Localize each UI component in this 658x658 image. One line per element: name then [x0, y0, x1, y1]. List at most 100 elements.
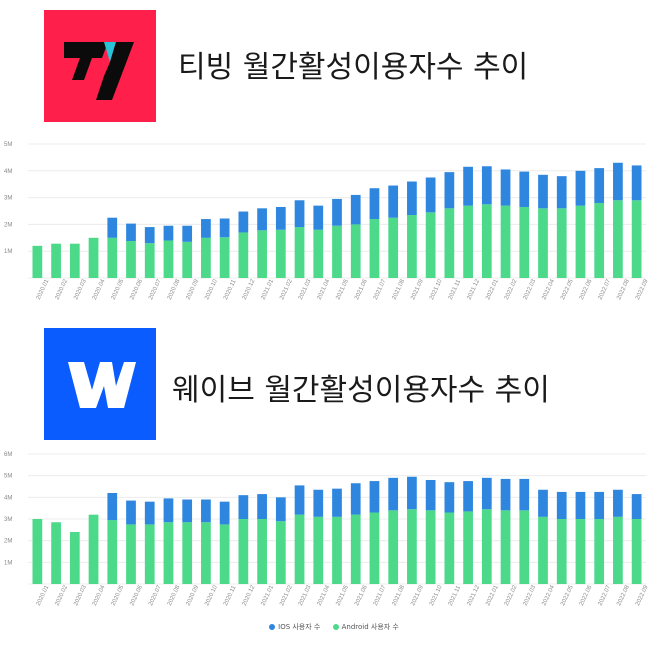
- bar-ios: [294, 485, 305, 515]
- bar-android: [219, 524, 230, 584]
- x-tick-label: 2020.02: [54, 584, 69, 607]
- bar-android: [631, 200, 642, 278]
- bar-android: [538, 208, 548, 278]
- bar-ios: [388, 185, 399, 218]
- bar-ios: [538, 489, 548, 517]
- x-tick-label: 2022.05: [560, 278, 575, 301]
- y-tick-label: 3M: [4, 196, 12, 202]
- bar-ios: [463, 166, 473, 206]
- bar-ios: [481, 166, 492, 205]
- x-tick-label: 2021.10: [429, 584, 444, 607]
- y-tick-label: 1M: [4, 560, 12, 566]
- bar-ios: [201, 219, 211, 238]
- chart-legend: IOS 사용자 수 Android 사용자 수: [0, 622, 658, 632]
- bar-android: [388, 510, 399, 584]
- bar-ios: [163, 498, 174, 523]
- bar-android: [425, 212, 436, 278]
- x-tick-label: 2022.01: [485, 278, 500, 301]
- bar-android: [88, 514, 99, 584]
- bar-android: [219, 237, 230, 278]
- bar-android: [332, 225, 342, 278]
- bar-ios: [407, 476, 417, 510]
- bar-android: [575, 519, 586, 584]
- bar-ios: [369, 481, 380, 513]
- x-tick-label: 2021.01: [260, 584, 275, 607]
- x-tick-label: 2022.08: [616, 278, 631, 301]
- bar-android: [182, 522, 193, 584]
- bar-ios: [144, 227, 155, 244]
- bar-ios: [257, 208, 267, 231]
- bar-android: [444, 512, 455, 584]
- x-tick-label: 2021.04: [317, 278, 332, 301]
- y-tick-label: 1M: [4, 249, 12, 255]
- bar-ios: [294, 200, 305, 228]
- bar-android: [500, 510, 511, 584]
- bar-ios: [350, 483, 361, 515]
- x-tick-label: 2022.04: [541, 278, 556, 301]
- x-tick-label: 2022.09: [635, 278, 650, 301]
- bar-ios: [519, 171, 530, 207]
- x-tick-label: 2020.08: [167, 278, 182, 301]
- x-tick-label: 2022.03: [523, 584, 538, 607]
- bar-ios: [613, 162, 623, 201]
- x-tick-label: 2022.07: [598, 584, 613, 607]
- bar-android: [163, 240, 174, 278]
- bar-ios: [594, 491, 605, 519]
- x-tick-label: 2020.07: [148, 584, 163, 607]
- bar-ios: [631, 494, 642, 519]
- x-tick-label: 2021.12: [466, 584, 481, 607]
- bar-ios: [575, 170, 586, 206]
- bar-ios: [219, 218, 230, 238]
- x-tick-label: 2021.08: [392, 278, 407, 301]
- tving-logo-mark-icon: [64, 42, 134, 100]
- bar-android: [32, 519, 43, 584]
- bar-android: [238, 232, 249, 278]
- x-tick-label: 2021.11: [448, 584, 463, 606]
- bar-android: [144, 524, 155, 584]
- x-tick-label: 2021.02: [279, 584, 294, 607]
- bar-ios: [275, 206, 286, 230]
- x-tick-label: 2021.12: [466, 278, 481, 301]
- y-tick-label: 4M: [4, 169, 12, 175]
- x-tick-label: 2022.06: [579, 278, 594, 301]
- x-tick-label: 2022.02: [504, 584, 519, 607]
- x-tick-label: 2022.09: [635, 584, 650, 607]
- x-tick-label: 2021.02: [279, 278, 294, 301]
- x-tick-label: 2021.11: [448, 278, 463, 300]
- bar-android: [126, 524, 136, 584]
- bar-android: [481, 509, 492, 584]
- bar-ios: [313, 205, 324, 230]
- x-tick-label: 2020.02: [54, 278, 69, 301]
- bar-android: [313, 229, 324, 278]
- bar-ios: [500, 169, 511, 206]
- bar-android: [69, 532, 80, 584]
- wavve-title: 웨이브 월간활성이용자수 추이: [172, 373, 550, 408]
- x-tick-label: 2020.09: [186, 278, 201, 301]
- bar-android: [500, 205, 511, 278]
- x-tick-label: 2021.03: [298, 584, 313, 607]
- x-tick-label: 2021.05: [335, 278, 350, 301]
- x-tick-label: 2021.05: [335, 584, 350, 607]
- x-tick-label: 2020.06: [129, 278, 144, 301]
- bar-android: [350, 224, 361, 278]
- y-tick-label: 4M: [4, 495, 12, 501]
- bar-ios: [238, 211, 249, 233]
- bar-ios: [201, 499, 211, 523]
- bar-android: [594, 519, 605, 584]
- wavve-logo: [44, 328, 156, 440]
- legend-android-swatch: [332, 624, 339, 630]
- x-tick-label: 2021.09: [410, 278, 425, 301]
- bar-ios: [613, 489, 623, 517]
- bar-android: [107, 237, 118, 278]
- x-tick-label: 2020.08: [167, 584, 182, 607]
- bar-ios: [219, 501, 230, 525]
- bar-android: [519, 206, 530, 278]
- x-tick-label: 2020.10: [204, 584, 219, 607]
- bar-android: [201, 237, 211, 278]
- bar-ios: [350, 194, 361, 225]
- legend-ios-swatch: [269, 624, 276, 630]
- x-tick-label: 2021.07: [373, 584, 388, 607]
- x-tick-label: 2021.10: [429, 278, 444, 301]
- x-tick-label: 2022.03: [523, 278, 538, 301]
- x-tick-label: 2021.01: [260, 278, 275, 301]
